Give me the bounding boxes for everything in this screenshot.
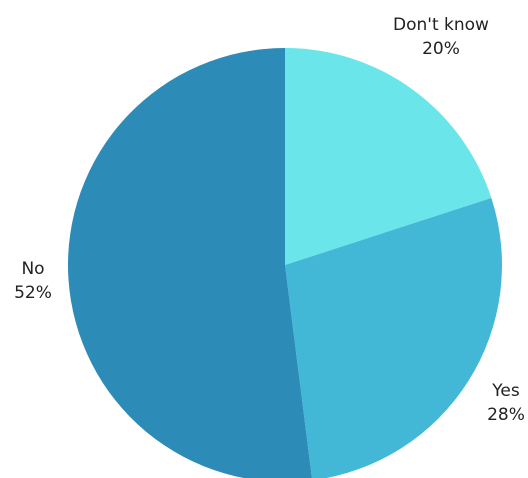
slice-label-yes: Yes 28% bbox=[487, 381, 525, 425]
slice-label-value: 20% bbox=[422, 39, 460, 59]
labels-layer: Don't know 20% Yes 28% No 52% bbox=[14, 15, 525, 425]
slice-label-name: No bbox=[21, 259, 44, 279]
pie-slice-no bbox=[68, 48, 312, 478]
slice-label-name: Don't know bbox=[393, 15, 489, 35]
slice-label-value: 28% bbox=[487, 405, 525, 425]
slice-label-no: No 52% bbox=[14, 259, 52, 303]
slice-label-value: 52% bbox=[14, 283, 52, 303]
slice-label-don-t-know: Don't know 20% bbox=[393, 15, 489, 59]
slice-label-name: Yes bbox=[491, 381, 520, 401]
pie-slice-yes bbox=[285, 197, 502, 478]
pie-slice-don-t-know bbox=[285, 48, 492, 265]
slices-layer bbox=[68, 48, 502, 478]
